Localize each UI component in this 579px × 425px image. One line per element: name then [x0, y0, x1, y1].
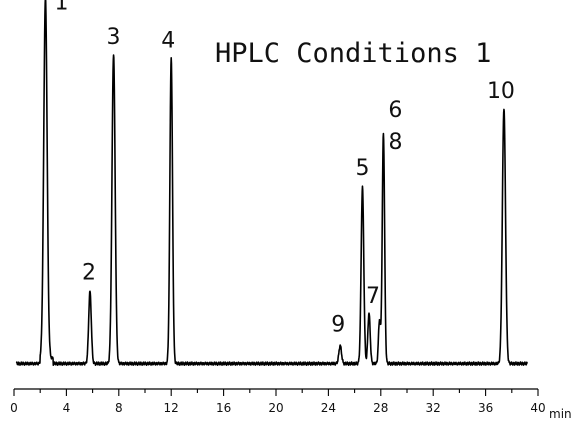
peak-label: 6	[388, 98, 402, 123]
x-tick-label: 40	[530, 401, 545, 415]
x-tick-label: 32	[426, 401, 441, 415]
x-unit-label: min	[549, 407, 572, 421]
x-tick-label: 12	[164, 401, 179, 415]
x-tick-label: 36	[478, 401, 493, 415]
x-tick-label: 16	[216, 401, 231, 415]
peak-label: 9	[331, 313, 345, 338]
peak-label: 2	[82, 261, 96, 286]
peak-label: 7	[366, 284, 380, 309]
peak-label: 4	[161, 29, 175, 54]
peak-label: 10	[487, 79, 515, 104]
peak-label: 3	[107, 25, 121, 50]
chart-title: HPLC Conditions 1	[215, 38, 491, 69]
peak-label: 1	[54, 0, 68, 16]
signal-trace	[15, 0, 529, 367]
x-tick-label: 8	[115, 401, 123, 415]
x-tick-label: 28	[373, 401, 388, 415]
x-tick-label: 4	[63, 401, 71, 415]
x-tick-label: 0	[10, 401, 18, 415]
x-tick-label: 24	[321, 401, 336, 415]
peak-label: 5	[355, 156, 369, 181]
x-tick-label: 20	[268, 401, 283, 415]
peak-label: 8	[388, 130, 402, 155]
